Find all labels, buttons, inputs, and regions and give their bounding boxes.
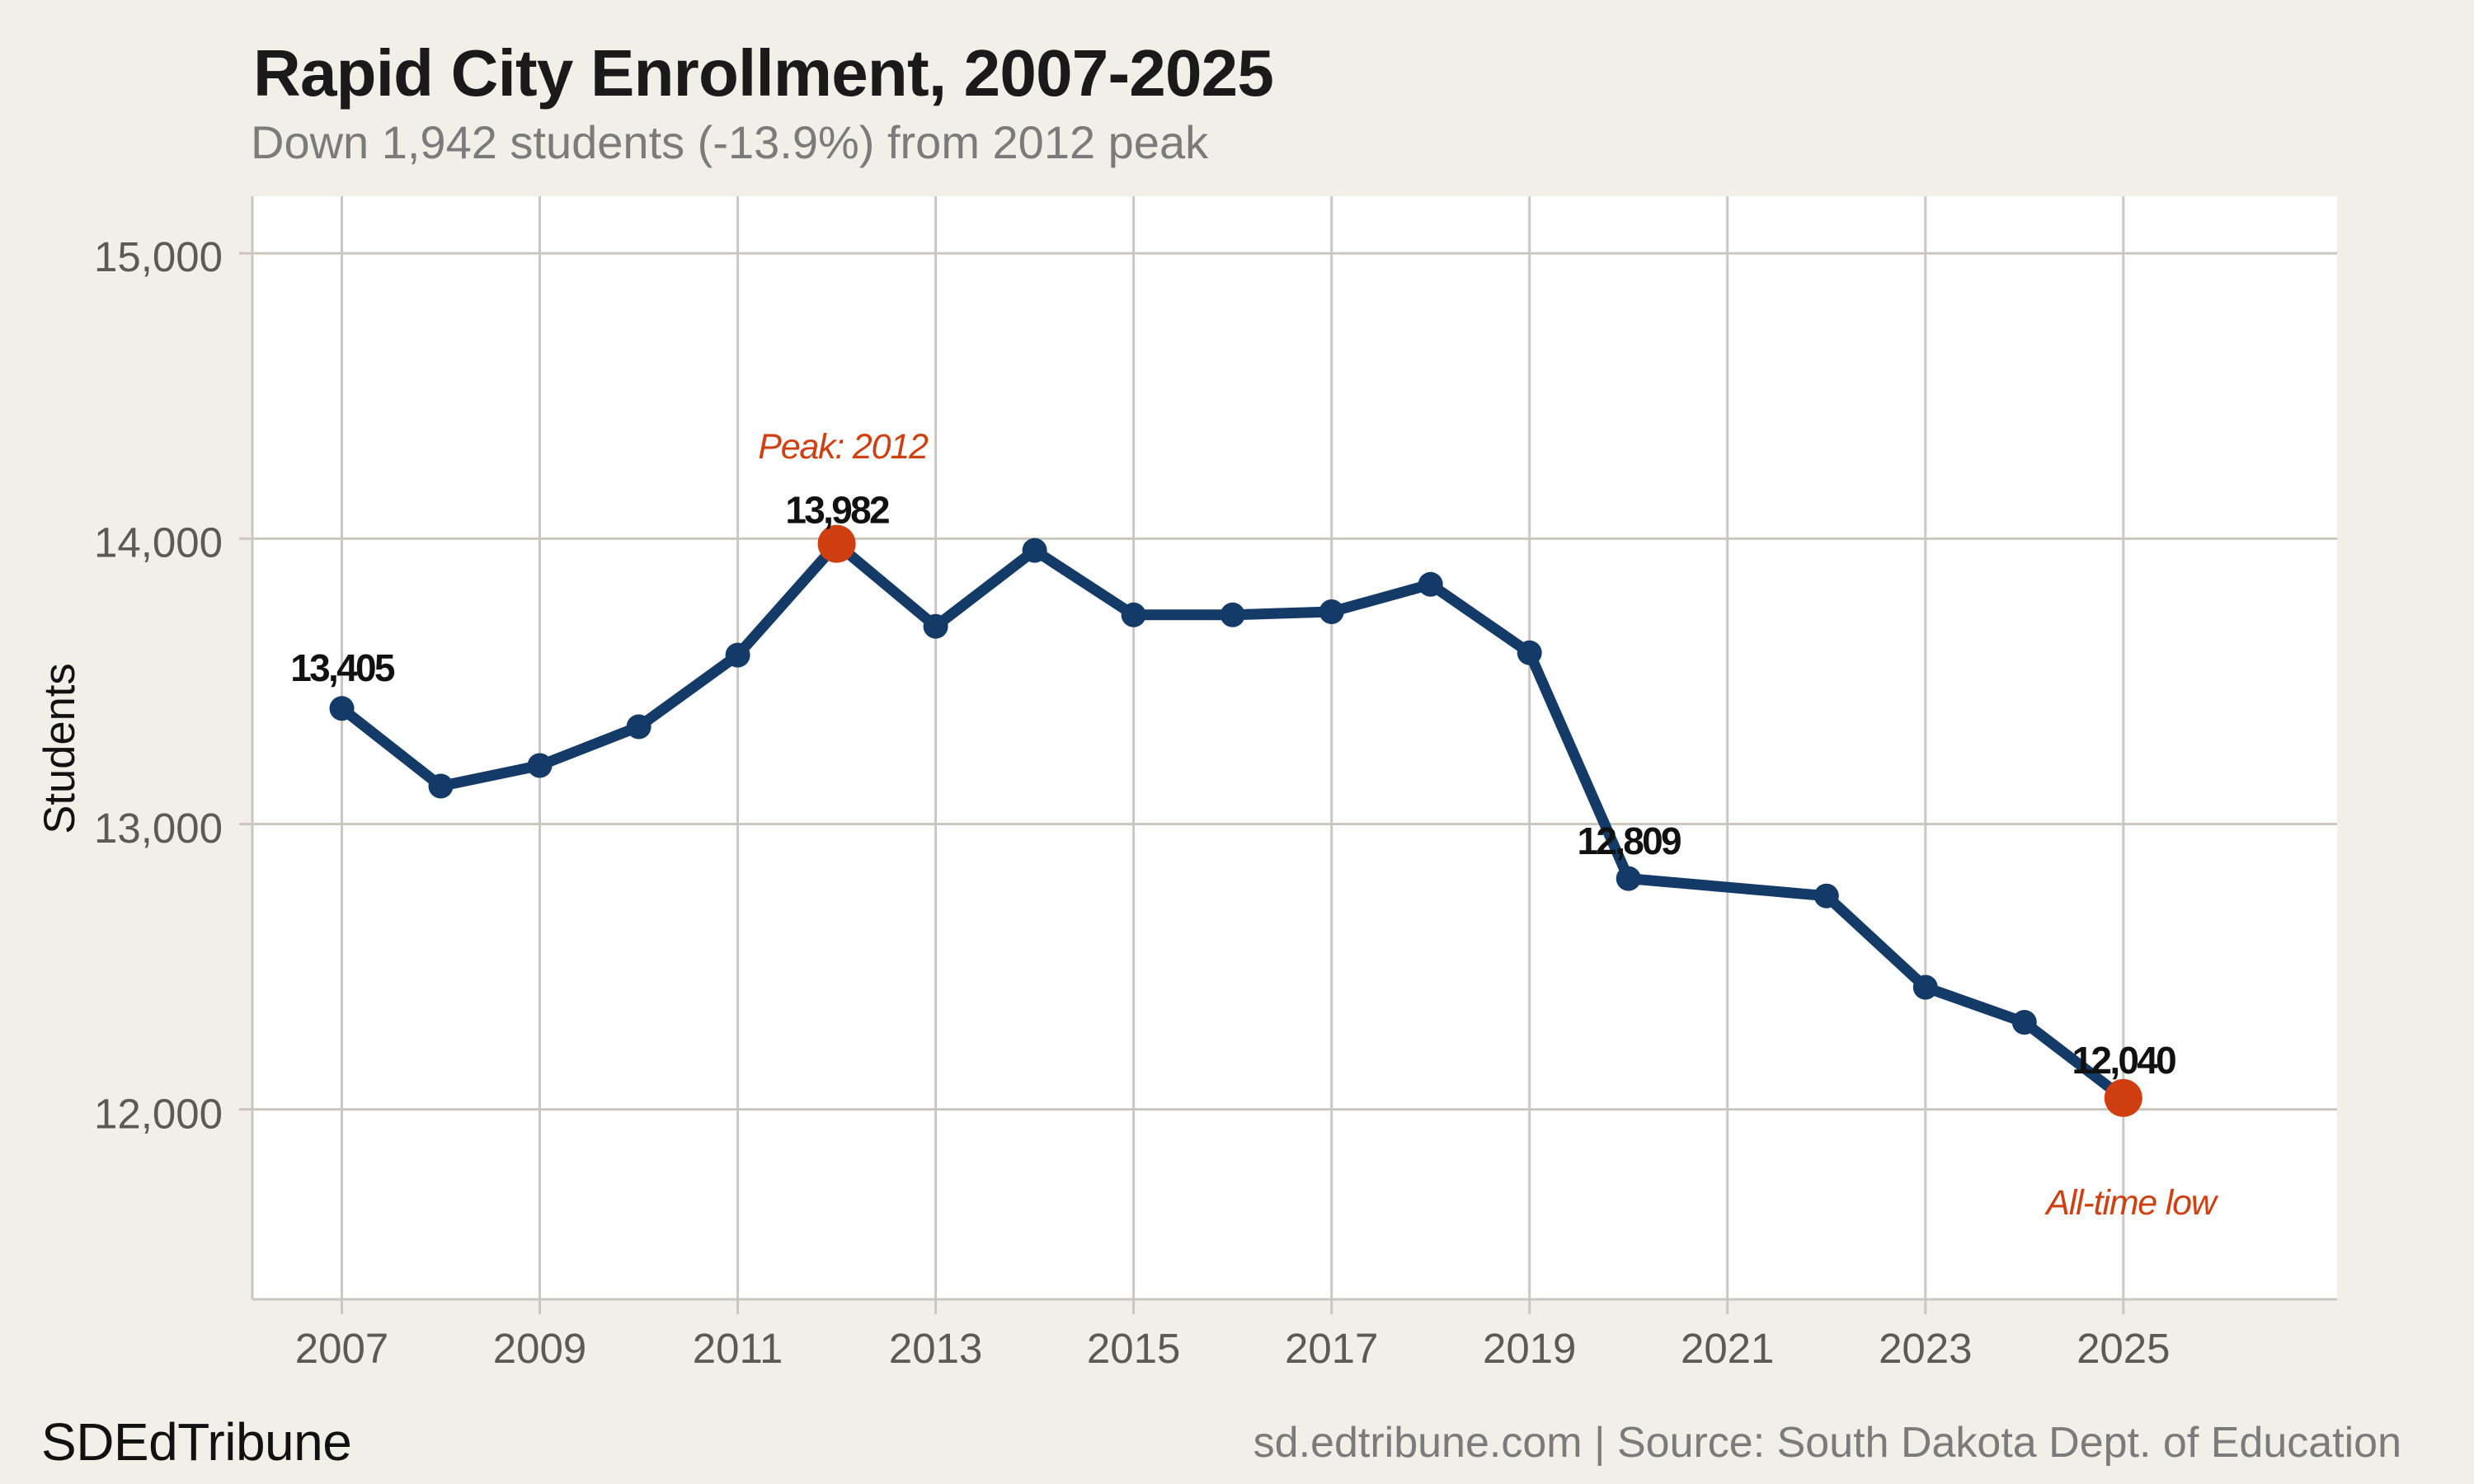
svg-text:Students: Students bbox=[35, 663, 84, 834]
svg-text:2019: 2019 bbox=[1483, 1325, 1576, 1372]
svg-text:Peak: 2012: Peak: 2012 bbox=[758, 427, 929, 467]
svg-text:2023: 2023 bbox=[1879, 1325, 1972, 1372]
svg-text:14,000: 14,000 bbox=[94, 519, 223, 566]
svg-text:2015: 2015 bbox=[1087, 1325, 1180, 1372]
svg-text:13,405: 13,405 bbox=[290, 646, 395, 689]
svg-text:12,809: 12,809 bbox=[1577, 819, 1681, 862]
svg-text:2013: 2013 bbox=[889, 1325, 982, 1372]
svg-text:All-time low: All-time low bbox=[2044, 1183, 2219, 1223]
svg-text:2011: 2011 bbox=[693, 1325, 783, 1372]
svg-text:SDEdTribune: SDEdTribune bbox=[41, 1412, 351, 1472]
svg-text:12,040: 12,040 bbox=[2072, 1039, 2176, 1082]
svg-text:Down 1,942 students (-13.9%) f: Down 1,942 students (-13.9%) from 2012 p… bbox=[251, 116, 1209, 168]
svg-text:13,982: 13,982 bbox=[785, 489, 889, 532]
svg-text:15,000: 15,000 bbox=[94, 233, 223, 280]
svg-text:12,000: 12,000 bbox=[94, 1091, 223, 1138]
svg-text:13,000: 13,000 bbox=[94, 805, 223, 852]
svg-text:2009: 2009 bbox=[493, 1325, 586, 1372]
svg-text:2025: 2025 bbox=[2077, 1325, 2170, 1372]
svg-text:2007: 2007 bbox=[295, 1325, 388, 1372]
svg-text:2021: 2021 bbox=[1681, 1325, 1774, 1372]
svg-text:2017: 2017 bbox=[1285, 1325, 1378, 1372]
svg-text:Rapid City Enrollment, 2007-20: Rapid City Enrollment, 2007-2025 bbox=[253, 36, 1273, 110]
svg-text:sd.edtribune.com | Source: Sou: sd.edtribune.com | Source: South Dakota … bbox=[1253, 1419, 2401, 1467]
